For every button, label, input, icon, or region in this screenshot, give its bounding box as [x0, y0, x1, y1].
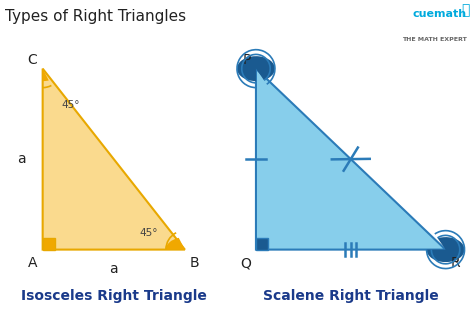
Wedge shape: [166, 238, 185, 250]
Text: a: a: [109, 262, 118, 276]
Polygon shape: [43, 69, 185, 250]
Text: 🚀: 🚀: [461, 3, 469, 17]
Bar: [43, 238, 55, 250]
Text: B: B: [190, 256, 200, 271]
Bar: [256, 238, 268, 250]
Text: cuemath: cuemath: [413, 9, 467, 19]
Text: Q: Q: [240, 256, 251, 271]
Text: Isosceles Right Triangle: Isosceles Right Triangle: [21, 289, 207, 303]
Wedge shape: [237, 56, 275, 81]
Polygon shape: [256, 69, 446, 250]
Text: A: A: [28, 256, 37, 271]
Text: a: a: [18, 152, 26, 166]
Text: THE MATH EXPERT: THE MATH EXPERT: [402, 37, 467, 42]
Text: Types of Right Triangles: Types of Right Triangles: [5, 9, 186, 24]
Text: Scalene Right Triangle: Scalene Right Triangle: [263, 289, 438, 303]
Text: C: C: [27, 53, 37, 66]
Text: R: R: [451, 256, 460, 271]
Text: 45°: 45°: [140, 228, 158, 238]
Text: 45°: 45°: [62, 100, 80, 110]
Text: P: P: [242, 53, 251, 66]
Wedge shape: [427, 237, 465, 262]
Wedge shape: [43, 69, 49, 81]
